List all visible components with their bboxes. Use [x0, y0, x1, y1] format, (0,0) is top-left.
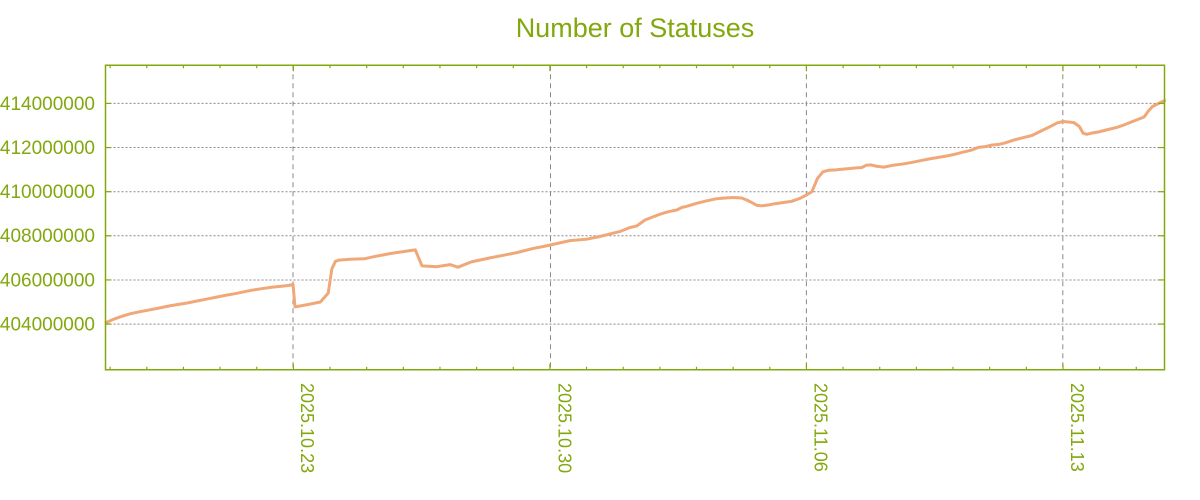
svg-text:410000000: 410000000	[0, 182, 95, 203]
svg-text:408000000: 408000000	[0, 226, 95, 247]
svg-text:406000000: 406000000	[0, 270, 95, 291]
svg-text:2025.10.30: 2025.10.30	[555, 383, 575, 473]
svg-text:2025.11.06: 2025.11.06	[810, 383, 830, 472]
svg-text:2025.10.23: 2025.10.23	[297, 383, 317, 473]
svg-text:2025.11.13: 2025.11.13	[1067, 383, 1087, 472]
svg-text:412000000: 412000000	[0, 138, 95, 159]
svg-text:414000000: 414000000	[0, 94, 95, 115]
svg-text:404000000: 404000000	[0, 314, 95, 335]
